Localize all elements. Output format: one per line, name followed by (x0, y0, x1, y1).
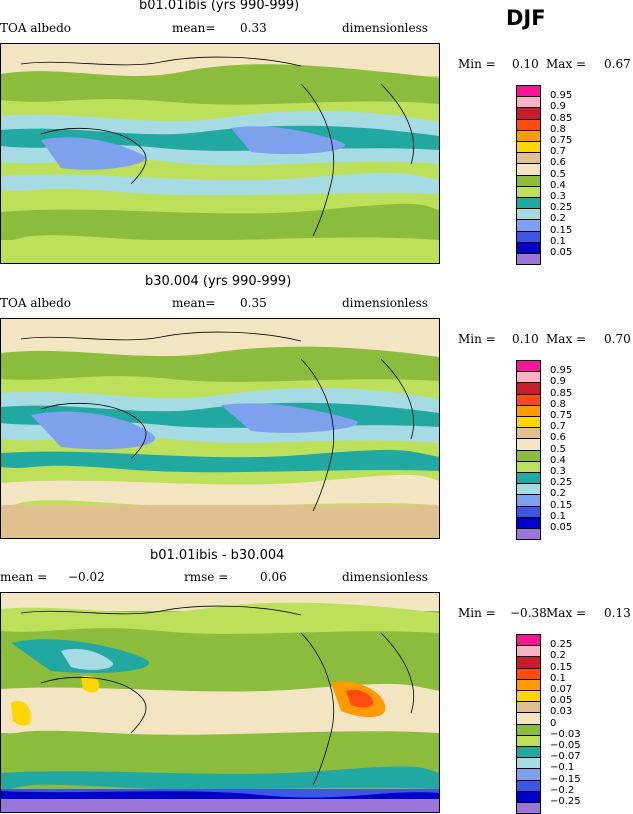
legend-level-label: 0.9 (550, 101, 566, 113)
panel-2-min-label: Min = (458, 332, 496, 346)
legend-level-label: 0.95 (550, 365, 573, 377)
panel-2-max-label: Max = (546, 332, 587, 346)
legend-level-label: 0.1 (550, 510, 566, 522)
panel-2-mean-label: mean= (172, 296, 216, 310)
legend-level-label: 0.7 (550, 421, 566, 433)
legend-level-label: 0.8 (550, 123, 566, 135)
panel-3-max-value: 0.13 (604, 606, 631, 620)
panel-3-min-label: Min = (458, 606, 496, 620)
legend-level-label: 0.15 (550, 499, 573, 511)
panel-3-min-value: −0.38 (510, 606, 547, 620)
legend-level-label: 0.8 (550, 398, 566, 410)
panel-2-units: dimensionless (342, 296, 428, 310)
legend-level-label: 0.05 (550, 522, 573, 533)
season-label: DJF (506, 6, 546, 30)
legend-level-label: 0.25 (550, 202, 573, 214)
legend-level-label: 0.3 (550, 466, 566, 477)
legend-level-label: 0.07 (550, 684, 573, 695)
legend-level-label: 0.15 (550, 224, 573, 236)
legend-swatch (516, 802, 541, 814)
legend-level-label: 0.5 (550, 443, 566, 455)
legend-level-label: 0.6 (550, 432, 566, 444)
legend-level-label: 0.6 (550, 157, 566, 169)
legend-level-label: −0.03 (550, 728, 581, 740)
panel-1-mean-label: mean= (172, 21, 216, 35)
panel-3-rmse-label: rmse = (184, 570, 229, 584)
panel-1-mean-value: 0.33 (240, 21, 267, 35)
panel-1-max-value: 0.67 (604, 57, 631, 71)
legend-level-label: −0.07 (550, 751, 581, 763)
legend-level-label: 0.25 (550, 477, 573, 489)
legend-level-label: 0.15 (550, 661, 573, 673)
panel-2-mean-value: 0.35 (240, 296, 267, 310)
legend-level-label: 0.2 (550, 213, 566, 225)
panel-1-min-label: Min = (458, 57, 496, 71)
legend-level-label: 0.75 (550, 135, 573, 146)
panel-1-min-value: 0.10 (512, 57, 539, 71)
legend-level-label: 0.7 (550, 146, 566, 158)
legend-level-label: −0.25 (550, 796, 581, 807)
legend-level-label: 0.3 (550, 191, 566, 202)
legend-level-label: −0.2 (550, 784, 575, 796)
legend-swatch (516, 528, 541, 541)
panel-2-left-label: TOA albedo (0, 296, 72, 310)
panel-3-title: b01.01ibis - b30.004 (150, 548, 285, 563)
panel-1-map (0, 43, 440, 264)
legend-level-label: 0.9 (550, 376, 566, 388)
panel-3-max-label: Max = (546, 606, 587, 620)
panel-3-rmse-value: 0.06 (260, 570, 287, 584)
legend-level-label: −0.05 (550, 740, 581, 751)
panel-1-units: dimensionless (342, 21, 428, 35)
panel-2-min-value: 0.10 (512, 332, 539, 346)
panel-1-max-label: Max = (546, 57, 587, 71)
legend-level-label: 0.25 (550, 639, 573, 651)
legend-level-label: 0.85 (550, 112, 573, 124)
legend-level-label: 0 (550, 717, 557, 729)
legend-level-label: 0.03 (550, 706, 573, 718)
legend-level-label: 0.1 (550, 672, 566, 684)
legend-level-label: 0.5 (550, 168, 566, 180)
legend-level-label: 0.95 (550, 90, 573, 102)
panel-3-units: dimensionless (342, 570, 428, 584)
legend-level-label: 0.85 (550, 387, 573, 399)
legend-level-label: 0.4 (550, 454, 566, 466)
legend-swatch (516, 253, 541, 266)
panel-3-mean-value: −0.02 (68, 570, 105, 584)
legend-level-label: 0.05 (550, 247, 573, 258)
panel-2-title: b30.004 (yrs 990-999) (145, 274, 292, 289)
legend-level-label: 0.05 (550, 695, 573, 707)
legend-level-label: 0.2 (550, 488, 566, 500)
legend-level-label: 0.75 (550, 410, 573, 421)
legend-level-label: 0.2 (550, 650, 566, 662)
panel-3-map (0, 592, 440, 813)
legend-level-label: −0.15 (550, 773, 581, 785)
legend-level-label: 0.4 (550, 179, 566, 191)
panel-2-max-value: 0.70 (604, 332, 631, 346)
panel-3-mean-label: mean = (0, 570, 48, 584)
legend-level-label: −0.1 (550, 762, 575, 774)
panel-2-map (0, 318, 440, 539)
legend-level-label: 0.1 (550, 235, 566, 247)
panel-1-title: b01.01ibis (yrs 990-999) (139, 0, 300, 13)
panel-1-left-label: TOA albedo (0, 21, 72, 35)
